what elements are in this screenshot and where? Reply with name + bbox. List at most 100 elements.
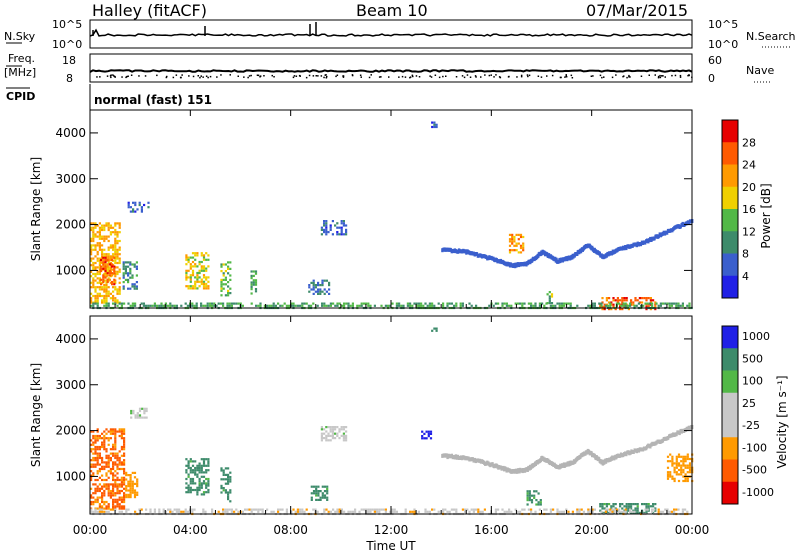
scatter-cell — [301, 508, 304, 511]
scatter-cell — [657, 510, 660, 513]
scatter-cell — [112, 255, 115, 258]
scatter-cell — [114, 228, 117, 232]
scatter-cell — [116, 456, 119, 460]
scatter-cell — [624, 510, 627, 513]
scatter-cell — [345, 439, 348, 442]
scatter-cell — [114, 275, 117, 278]
scatter-cell — [107, 255, 110, 258]
scatter-cell — [127, 201, 130, 204]
scatter-cell — [250, 302, 253, 305]
scatter-cell — [105, 505, 108, 508]
scatter-cell — [92, 302, 95, 305]
scatter-cell — [312, 288, 315, 291]
scatter-cell — [123, 428, 126, 431]
scatter-cell — [98, 242, 101, 245]
scatter-cell — [123, 483, 126, 486]
scatter-cell — [100, 269, 103, 273]
scatter-cell — [208, 304, 211, 307]
scatter-cell — [426, 510, 429, 513]
scatter-cell — [508, 244, 512, 247]
scatter-cell — [90, 244, 93, 247]
scatter-cell — [123, 430, 126, 433]
scatter-cell — [187, 276, 190, 279]
scatter-cell — [187, 462, 190, 465]
scatter-cell — [453, 304, 456, 307]
scatter-cell — [331, 430, 334, 433]
scatter-cell — [620, 304, 623, 307]
scatter-cell — [227, 281, 230, 284]
scatter-cell — [533, 496, 536, 499]
colorbar-tick-label: -100 — [742, 441, 767, 454]
scatter-cell — [442, 302, 445, 305]
scatter-cell — [127, 302, 130, 305]
scatter-cell — [636, 299, 639, 302]
scatter-cell — [112, 508, 115, 511]
scatter-cell — [331, 426, 334, 429]
scatter-cell — [129, 480, 132, 483]
scatter-cell — [127, 203, 130, 207]
scatter-cell — [367, 304, 370, 307]
scatter-cell — [312, 302, 315, 305]
scatter-cell — [413, 302, 416, 305]
scatter-cell — [194, 469, 197, 472]
scatter-cell — [229, 292, 232, 295]
scatter-cell — [109, 452, 112, 455]
scatter-cell — [194, 285, 197, 288]
nave-dot — [308, 74, 311, 77]
scatter-cell — [98, 508, 101, 511]
scatter-cell — [312, 492, 316, 495]
scatter-cell — [598, 302, 601, 305]
scatter-cell — [481, 510, 484, 513]
scatter-cell — [123, 476, 126, 479]
time-axis-label: Time UT — [365, 539, 416, 553]
scatter-cell — [120, 430, 123, 433]
colorbar-segment — [722, 348, 738, 371]
scatter-cell — [442, 510, 445, 513]
noise-trace — [89, 28, 693, 37]
nave-dot — [380, 76, 382, 78]
scatter-cell — [533, 490, 536, 493]
nave-dot — [466, 74, 469, 76]
scatter-cell — [120, 304, 123, 307]
scatter-cell — [133, 287, 136, 290]
scatter-cell — [336, 231, 339, 234]
scatter-cell — [131, 263, 134, 266]
scatter-cell — [94, 248, 97, 251]
scatter-cell — [534, 510, 537, 513]
scatter-cell — [129, 476, 132, 479]
scatter-cell — [421, 437, 424, 440]
scatter-cell — [686, 477, 689, 480]
scatter-cell — [187, 473, 190, 476]
scatter-cell — [677, 462, 681, 465]
scatter-cell — [652, 299, 655, 302]
scatter-cell — [591, 508, 594, 511]
scatter-cell — [468, 510, 471, 513]
scatter-cell — [323, 302, 326, 305]
scatter-cell — [185, 486, 188, 489]
scatter-cell — [615, 508, 618, 511]
scatter-cell — [107, 485, 110, 488]
scatter-cell — [120, 448, 123, 451]
scatter-cell — [113, 267, 116, 270]
scatter-cell — [680, 455, 683, 458]
scatter-cell — [345, 233, 348, 236]
scatter-cell — [96, 510, 99, 513]
scatter-cell — [632, 503, 635, 506]
scatter-cell — [187, 460, 190, 463]
scatter-cell — [323, 494, 327, 497]
scatter-cell — [124, 272, 127, 275]
scatter-cell — [431, 304, 434, 307]
freq-left-tick-top: 18 — [62, 54, 76, 67]
scatter-cell — [123, 496, 126, 499]
scatter-cell — [107, 253, 110, 256]
scatter-cell — [207, 254, 210, 257]
scatter-cell — [299, 510, 302, 513]
scatter-cell — [239, 302, 242, 305]
scatter-cell — [320, 226, 323, 229]
scatter-cell — [342, 439, 345, 442]
scatter-cell — [433, 125, 436, 129]
scatter-cell — [682, 468, 685, 472]
scatter-cell — [90, 430, 93, 433]
scatter-cell — [102, 263, 105, 266]
scatter-cell — [122, 267, 125, 270]
